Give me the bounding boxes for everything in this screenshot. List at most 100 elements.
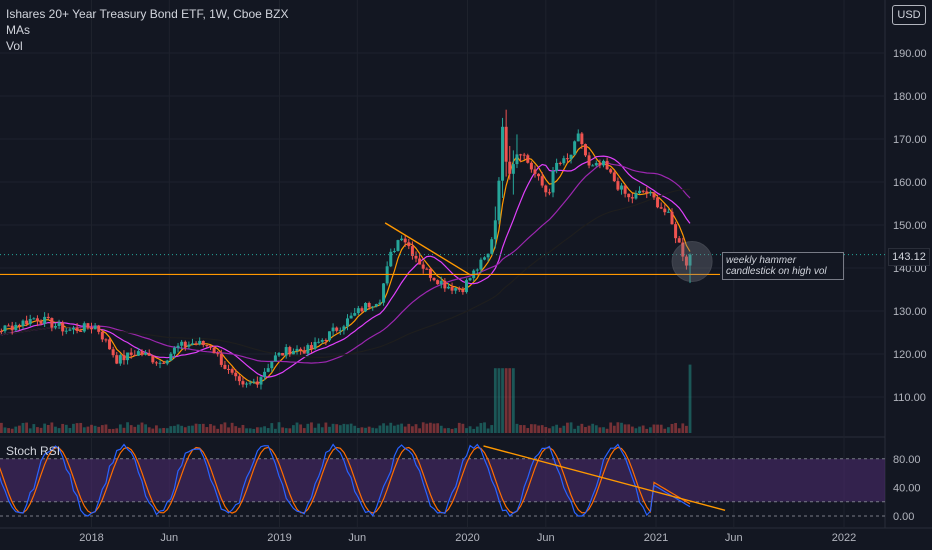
- volume-bar: [165, 428, 169, 433]
- volume-bar: [522, 425, 526, 433]
- volume-bar: [198, 424, 202, 433]
- candle-body: [403, 238, 407, 243]
- candle-body: [50, 318, 54, 328]
- volume-bar: [57, 428, 61, 433]
- candle-body: [115, 355, 119, 364]
- volume-bar: [418, 428, 422, 433]
- candle-body: [356, 308, 360, 314]
- candle-body: [118, 355, 122, 364]
- y-tick-label: 120.00: [893, 349, 927, 361]
- volume-bar: [605, 428, 609, 433]
- candle-body: [583, 144, 587, 156]
- volume-bar: [284, 428, 288, 433]
- candle-body: [277, 353, 281, 356]
- candle-body: [353, 313, 357, 316]
- candle-body: [432, 277, 436, 281]
- candle-body: [641, 190, 645, 192]
- candle-body: [493, 220, 497, 240]
- candle-body: [580, 133, 584, 145]
- candle-body: [162, 362, 166, 364]
- volume-bar: [3, 427, 7, 433]
- candle-body: [151, 355, 155, 363]
- candle-body: [576, 133, 580, 142]
- volume-bar: [50, 422, 54, 433]
- volume-bar: [227, 427, 230, 433]
- candle-body: [421, 264, 425, 269]
- volume-bar: [623, 424, 627, 433]
- volume-bar: [638, 426, 641, 433]
- candle-body: [313, 342, 317, 349]
- highlight-circle: [671, 241, 713, 283]
- candle-body: [263, 371, 267, 378]
- candle-body: [86, 323, 90, 328]
- candle-body: [565, 158, 569, 160]
- candle-body: [21, 320, 25, 327]
- candle-body: [666, 211, 670, 213]
- x-tick-label: 2021: [644, 532, 668, 544]
- candle-body: [652, 192, 656, 198]
- candle-body: [270, 361, 274, 369]
- candle-body: [299, 348, 303, 351]
- candle-body: [612, 172, 616, 182]
- candle-body: [598, 163, 602, 166]
- volume-bar: [147, 427, 151, 433]
- candle-body: [483, 257, 487, 260]
- volume-bar: [486, 428, 490, 433]
- volume-bar: [313, 427, 317, 433]
- rsi-trendline: [483, 445, 726, 511]
- volume-bar: [266, 428, 270, 433]
- volume-bar: [255, 427, 259, 433]
- volume-bar: [230, 422, 234, 433]
- candle-body: [371, 306, 375, 308]
- candle-body: [327, 331, 331, 341]
- candle-body: [569, 154, 573, 160]
- candle-body: [630, 197, 634, 199]
- volume-bar: [663, 428, 667, 433]
- volume-bar: [328, 426, 331, 433]
- candle-body: [529, 162, 533, 170]
- trendline: [384, 222, 470, 276]
- candle-body: [208, 345, 212, 348]
- x-tick-label: Jun: [160, 532, 178, 544]
- volume-bar: [407, 423, 411, 433]
- volume-bar: [548, 428, 551, 433]
- volume-bar: [32, 424, 36, 433]
- candle-body: [104, 339, 108, 341]
- rsi-tick-label: 40.00: [893, 482, 921, 494]
- volume-bar: [335, 424, 339, 433]
- candle-body: [389, 251, 393, 267]
- volume-bar: [400, 423, 403, 433]
- volume-bar: [111, 428, 115, 433]
- volume-bar: [187, 425, 191, 433]
- volume-bar: [122, 427, 126, 433]
- volume-bar: [457, 422, 461, 433]
- candle-body: [400, 238, 404, 241]
- candle-body: [111, 349, 115, 356]
- volume-bar: [573, 428, 577, 433]
- volume-bar: [670, 423, 674, 433]
- candle-body: [645, 191, 649, 194]
- x-tick-label: 2020: [455, 532, 479, 544]
- volume-bar: [479, 423, 483, 433]
- legend-title: Ishares 20+ Year Treasury Bond ETF, 1W, …: [6, 7, 289, 21]
- volume-bar: [205, 427, 209, 433]
- volume-bar: [584, 426, 587, 433]
- volume-bar: [241, 424, 245, 433]
- candle-body: [414, 255, 418, 259]
- volume-bar: [501, 368, 504, 433]
- volume-bar: [529, 424, 533, 433]
- candle-body: [136, 351, 140, 356]
- volume-bar: [688, 364, 692, 433]
- candle-body: [591, 165, 595, 167]
- volume-bar: [677, 428, 681, 433]
- volume-bar: [566, 422, 569, 433]
- candle-body: [396, 240, 400, 251]
- volume-bar: [504, 368, 508, 433]
- candle-body: [61, 322, 65, 332]
- volume-bar: [533, 424, 537, 433]
- candle-body: [374, 304, 378, 307]
- volume-bar: [382, 423, 385, 433]
- currency-button[interactable]: USD: [892, 5, 926, 25]
- y-tick-label: 190.00: [893, 48, 927, 60]
- candle-body: [230, 369, 234, 373]
